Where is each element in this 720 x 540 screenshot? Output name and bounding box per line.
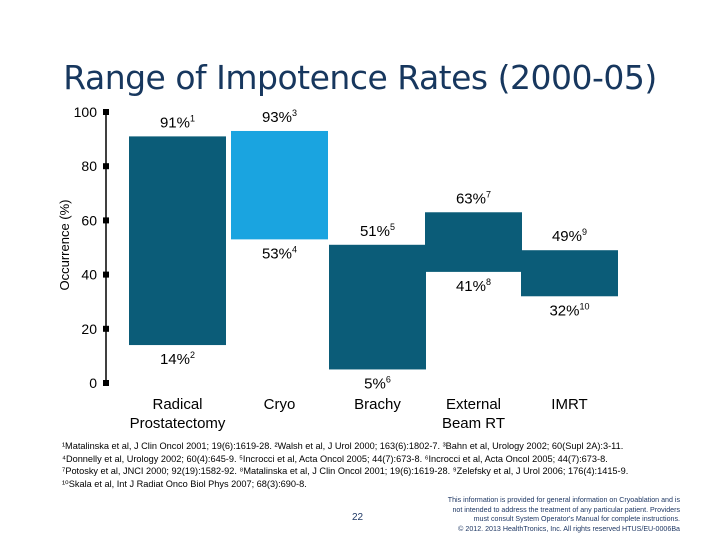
footnote-line: ⁷Potosky et al, JNCI 2000; 92(19):1582-9…	[62, 466, 629, 477]
category-label: Radical Prostatectomy	[130, 396, 226, 432]
y-tick-label: 80	[81, 158, 97, 174]
y-tick-mark	[103, 217, 109, 224]
y-tick-mark	[103, 109, 109, 115]
y-tick-label: 20	[81, 321, 97, 337]
disclaimer-line: © 2012. 2013 HealthTronics, Inc. All rig…	[458, 524, 680, 533]
range-bar-chart: 0 20 40 60 80 100 Occurrence (%) 91%1 14%2 93%3 53…	[57, 104, 618, 432]
range-bar	[521, 250, 618, 297]
bar-high-label: 63%7	[456, 189, 491, 207]
bar-low-label: 5%6	[364, 374, 391, 392]
range-bar	[129, 136, 226, 346]
y-tick-label: 40	[81, 267, 97, 283]
y-tick-label: 100	[74, 104, 98, 120]
y-tick-mark	[103, 163, 109, 170]
y-tick-label: 60	[81, 212, 97, 228]
footnote-line: ⁴Donnelly et al, Urology 2002; 60(4):645…	[62, 453, 608, 464]
bar-high-label: 91%1	[160, 113, 195, 131]
y-axis-title: Occurrence (%)	[57, 199, 72, 290]
range-bar	[425, 212, 522, 272]
bar-low-label: 14%2	[160, 350, 195, 368]
range-bar	[329, 244, 426, 370]
page-title: Range of Impotence Rates (2000-05)	[63, 58, 657, 97]
category-label: Brachy	[354, 396, 401, 413]
range-bar	[231, 130, 328, 240]
bar-high-label: 49%9	[552, 227, 587, 245]
footnote-line: ¹⁰Skala et al, Int J Radiat Onco Biol Ph…	[62, 478, 307, 489]
bar-high-label: 51%5	[360, 222, 395, 240]
bar-low-label: 53%4	[262, 244, 297, 262]
category-label: Cryo	[264, 396, 296, 413]
y-tick-label: 0	[89, 375, 97, 391]
y-tick-mark	[103, 380, 109, 386]
disclaimer-line: must consult System Operator's Manual fo…	[473, 515, 680, 523]
bar-low-label: 41%8	[456, 277, 491, 295]
category-label: External Beam RT	[442, 396, 505, 432]
page-number: 22	[352, 512, 364, 523]
bar-low-label: 32%10	[549, 301, 589, 319]
y-tick-mark	[103, 271, 109, 278]
footnote-line: ¹Matalinska et al, J Clin Oncol 2001; 19…	[62, 441, 624, 451]
disclaimer: This information is provided for general…	[400, 496, 680, 534]
bar-high-label: 93%3	[262, 108, 297, 126]
disclaimer-line: This information is provided for general…	[447, 496, 680, 504]
footnotes: ¹Matalinska et al, J Clin Oncol 2001; 19…	[62, 440, 712, 490]
disclaimer-line: not intended to address the treatment of…	[452, 505, 680, 514]
y-tick-mark	[103, 325, 109, 332]
category-label: IMRT	[551, 396, 587, 413]
